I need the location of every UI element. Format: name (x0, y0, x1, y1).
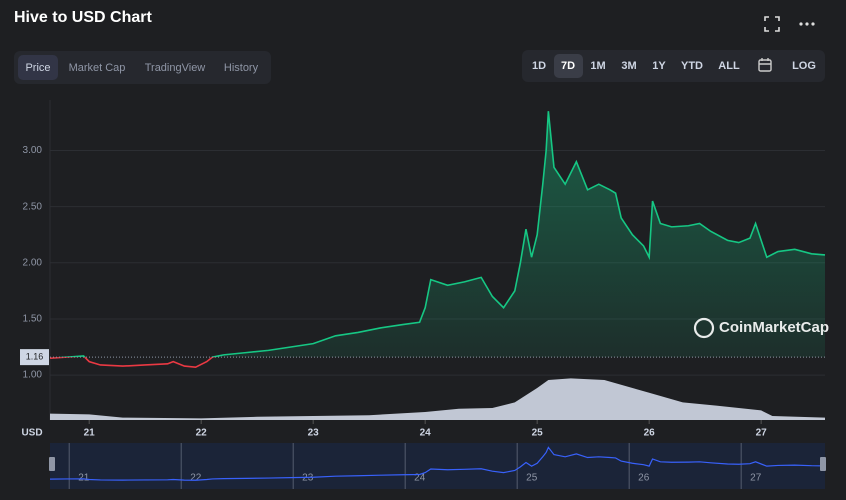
more-icon[interactable] (799, 22, 815, 26)
watermark-logo (693, 317, 715, 339)
y-tick-label: 1.00 (23, 370, 43, 381)
chart-title: Hive to USD Chart (14, 9, 152, 26)
x-tick-label: 23 (308, 428, 320, 439)
x-tick-label: 26 (644, 428, 656, 439)
navigator-tick-label: 26 (638, 473, 650, 484)
navigator-tick-label: 24 (414, 473, 426, 484)
tab-active-bg (18, 55, 58, 80)
tab-group (14, 51, 271, 84)
baseline-label: 1.16 (26, 351, 44, 361)
y-tick-label: 3.00 (23, 145, 43, 156)
x-tick-label: 24 (420, 428, 432, 439)
range-button[interactable]: 1D (532, 60, 546, 72)
range-button[interactable]: LOG (792, 60, 816, 72)
baseline-label-bg (20, 349, 49, 366)
volume-area (50, 378, 825, 420)
range-active-bg (554, 54, 583, 78)
navigator-tick-label: 23 (302, 473, 314, 484)
navigator-handle[interactable] (49, 457, 55, 471)
x-tick-label: 27 (756, 428, 768, 439)
navigator-tick-label: 25 (526, 473, 538, 484)
price-line-up (54, 111, 826, 358)
x-tick-label: 22 (196, 428, 208, 439)
range-group (522, 50, 825, 82)
tab[interactable]: History (224, 62, 259, 74)
currency-label: USD (21, 428, 42, 439)
navigator-tick-label: 21 (78, 473, 90, 484)
price-area (66, 111, 825, 358)
navigator-tick-label: 27 (750, 473, 762, 484)
tab[interactable]: Market Cap (69, 62, 126, 74)
range-button[interactable]: YTD (681, 60, 703, 72)
y-tick-label: 1.50 (23, 314, 43, 325)
price-line-down (49, 357, 217, 369)
x-tick-label: 21 (84, 428, 96, 439)
x-tick-label: 25 (532, 428, 544, 439)
y-tick-label: 2.50 (23, 201, 43, 212)
tab[interactable]: Price (25, 62, 50, 74)
watermark: CoinMarketCap (719, 319, 829, 336)
calendar-icon[interactable] (758, 58, 772, 72)
range-button[interactable]: 1M (590, 60, 605, 72)
range-button[interactable]: 7D (561, 60, 575, 72)
navigator-handle[interactable] (820, 457, 826, 471)
navigator-tick-label: 22 (190, 473, 202, 484)
navigator[interactable] (50, 443, 825, 489)
fullscreen-icon[interactable] (764, 16, 780, 32)
range-button[interactable]: 3M (621, 60, 636, 72)
tab[interactable]: TradingView (145, 62, 206, 74)
range-button[interactable]: ALL (718, 60, 740, 72)
navigator-line (49, 446, 826, 481)
y-tick-label: 2.00 (23, 257, 43, 268)
range-button[interactable]: 1Y (652, 60, 666, 72)
